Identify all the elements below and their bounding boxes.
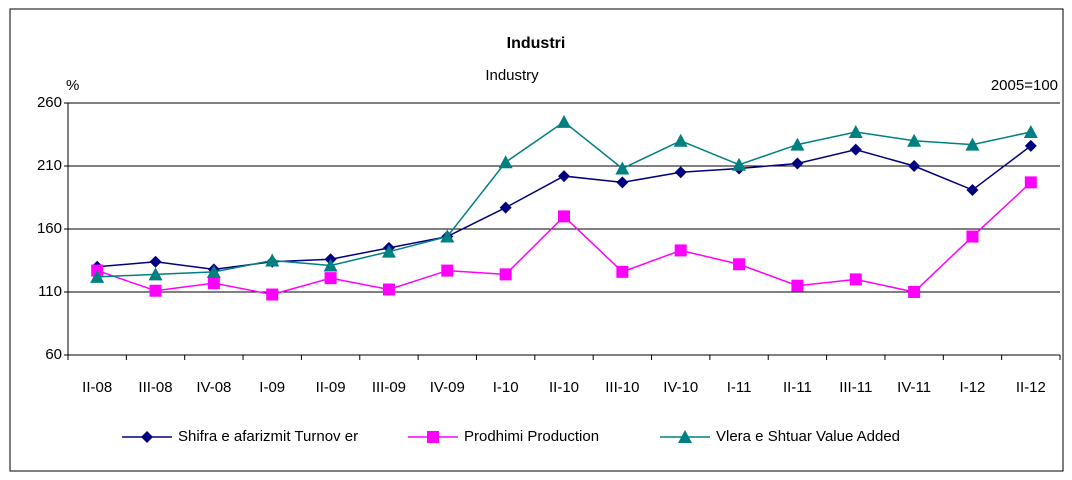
legend-label: Shifra e afarizmit Turnov er	[178, 428, 358, 445]
point	[908, 286, 921, 298]
y-tick-label: 260	[37, 94, 62, 111]
legend-marker	[427, 431, 439, 443]
y-tick-label: 210	[37, 157, 62, 174]
point	[848, 124, 863, 138]
point	[908, 160, 921, 172]
x-tick-label: III-11	[839, 379, 872, 396]
point	[1024, 176, 1037, 189]
point	[907, 133, 922, 147]
point	[791, 157, 804, 170]
point	[966, 183, 979, 196]
annotation: 2005=100	[991, 77, 1058, 94]
x-tick-label: IV-08	[196, 379, 231, 396]
point	[499, 201, 512, 214]
x-tick-label: I-09	[259, 379, 285, 396]
point	[849, 143, 862, 156]
chart-subtitle: Industry	[485, 67, 539, 84]
chart-title: Industri	[507, 35, 566, 52]
point	[1023, 124, 1038, 138]
x-tick-label: IV-11	[897, 379, 931, 396]
chart-frame	[9, 8, 1064, 472]
point	[149, 255, 162, 268]
x-tick-label: II-09	[316, 379, 346, 396]
x-tick-label: III-08	[138, 379, 172, 396]
point	[382, 283, 395, 296]
point	[673, 133, 688, 147]
point	[790, 137, 805, 151]
point	[381, 244, 396, 258]
point	[149, 284, 162, 297]
legend-label: Prodhimi Production	[464, 428, 599, 445]
legend-marker	[678, 430, 692, 443]
point	[966, 230, 979, 243]
point	[90, 269, 105, 283]
point	[323, 258, 338, 272]
x-tick-label: II-11	[783, 379, 812, 396]
x-tick-label: III-09	[372, 379, 406, 396]
point	[557, 114, 571, 128]
y-tick-label: 60	[45, 346, 62, 363]
x-tick-label: II-08	[82, 379, 112, 396]
point	[558, 210, 570, 223]
point	[266, 288, 279, 301]
y-tick-label: 160	[37, 220, 62, 237]
x-tick-label: II-12	[1016, 379, 1046, 396]
point	[1024, 139, 1037, 152]
point	[207, 277, 220, 290]
point	[498, 155, 513, 169]
point	[441, 264, 454, 277]
point	[265, 253, 280, 267]
point	[148, 267, 163, 281]
y-axis-label: %	[66, 77, 79, 94]
y-tick-label: 110	[38, 283, 62, 300]
x-tick-label: I-12	[960, 379, 986, 396]
point	[558, 170, 570, 183]
point	[732, 157, 747, 171]
x-tick-label: I-10	[493, 379, 519, 396]
point	[440, 229, 455, 243]
x-tick-label: I-11	[727, 379, 752, 396]
point	[616, 265, 629, 278]
point	[324, 272, 337, 285]
point	[206, 264, 221, 278]
point	[616, 176, 629, 189]
point	[965, 137, 980, 151]
x-tick-label: IV-09	[430, 379, 465, 396]
x-tick-label: III-10	[605, 379, 639, 396]
x-tick-label: II-10	[549, 379, 579, 396]
x-tick-label: IV-10	[663, 379, 698, 396]
point	[733, 258, 746, 271]
point	[674, 244, 687, 257]
point	[849, 273, 862, 286]
point	[499, 268, 512, 281]
legend-marker	[141, 431, 153, 443]
point	[791, 279, 804, 292]
point	[615, 161, 630, 175]
legend-label: Vlera e Shtuar Value Added	[716, 428, 900, 445]
point	[674, 166, 687, 179]
